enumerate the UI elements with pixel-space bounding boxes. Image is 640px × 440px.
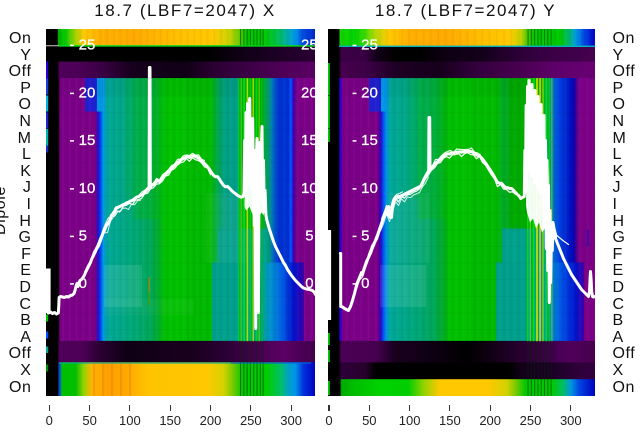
svg-text:- 20: - 20 bbox=[352, 84, 378, 101]
svg-text:20: 20 bbox=[301, 84, 315, 101]
svg-text:- 25: - 25 bbox=[352, 36, 378, 53]
svg-text:- 25: - 25 bbox=[69, 36, 95, 53]
svg-text:25: 25 bbox=[301, 36, 315, 53]
svg-text:15: 15 bbox=[301, 132, 315, 149]
svg-text:10: 10 bbox=[301, 179, 315, 196]
svg-text:- 20: - 20 bbox=[69, 84, 95, 101]
svg-text:- 0: - 0 bbox=[352, 275, 370, 292]
svg-text:- 10: - 10 bbox=[352, 179, 378, 196]
svg-text:5: 5 bbox=[305, 227, 313, 244]
svg-text:- 15: - 15 bbox=[69, 132, 95, 149]
svg-text:- 15: - 15 bbox=[352, 132, 378, 149]
svg-text:- 0: - 0 bbox=[69, 275, 87, 292]
svg-text:- 10: - 10 bbox=[69, 179, 95, 196]
svg-text:- 5: - 5 bbox=[69, 227, 87, 244]
svg-text:0: 0 bbox=[305, 275, 313, 292]
svg-text:- 5: - 5 bbox=[352, 227, 370, 244]
